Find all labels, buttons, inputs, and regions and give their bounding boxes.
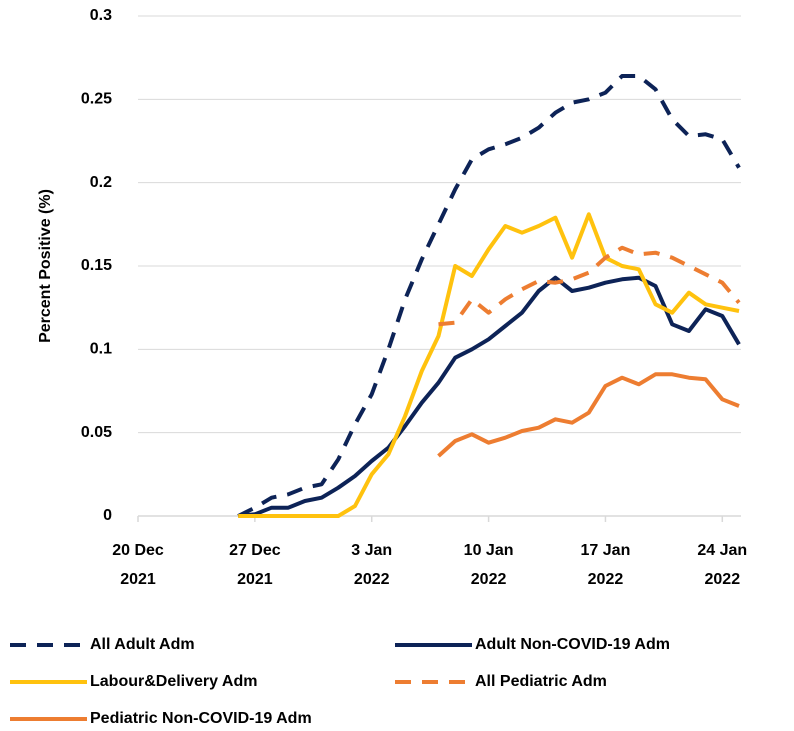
series-line <box>237 275 741 518</box>
y-tick-label: 0 <box>103 507 112 524</box>
legend-label: Labour&Delivery Adm <box>90 673 257 690</box>
legend-label: All Adult Adm <box>90 636 195 653</box>
y-tick-label: 0.2 <box>90 174 112 191</box>
y-tick-label: 0.25 <box>81 91 112 108</box>
legend-label: All Pediatric Adm <box>475 673 607 690</box>
x-tick-label: 24 Jan 2022 <box>697 542 748 588</box>
y-tick-label: 0.15 <box>81 257 112 274</box>
x-tick-label: 17 Jan 2022 <box>580 542 631 588</box>
x-tick-label: 27 Dec 2021 <box>229 542 281 588</box>
series-line <box>238 212 740 518</box>
y-tick-label: 0.1 <box>90 341 112 358</box>
series-line <box>438 245 741 327</box>
series-line <box>437 372 740 458</box>
x-tick-label: 3 Jan 2022 <box>351 542 393 588</box>
x-tick-label: 20 Dec 2021 <box>112 542 164 588</box>
y-tick-label: 0.3 <box>90 7 112 24</box>
legend-label: Adult Non-COVID-19 Adm <box>475 636 670 653</box>
y-axis-title: Percent Positive (%) <box>37 189 54 343</box>
series-line <box>237 74 741 518</box>
x-tick-label: 10 Jan 2022 <box>463 542 514 588</box>
y-tick-label: 0.05 <box>81 424 112 441</box>
legend-label: Pediatric Non-COVID-19 Adm <box>90 710 312 727</box>
